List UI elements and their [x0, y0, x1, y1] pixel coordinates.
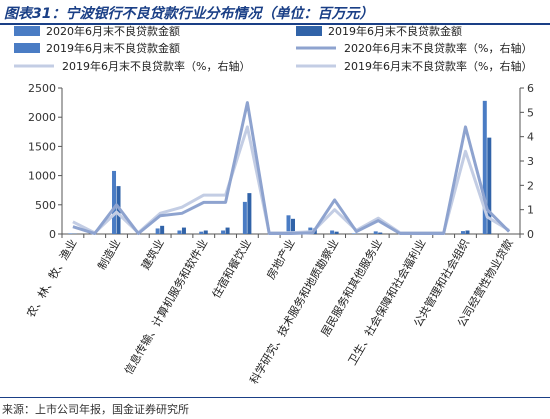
category-label: 科学研究、技术服务和地质勘察业	[247, 237, 342, 387]
bar	[330, 230, 335, 234]
axes: 0 500 1000 1500 2000 2500 0 1 2 3 4 5 6	[28, 82, 534, 241]
category-label: 建筑业	[138, 237, 167, 273]
right-tick-label: 6	[527, 82, 534, 95]
bar	[482, 100, 487, 235]
legend: 2020年6月末不良贷款金额 2019年6月末不良贷款金额 2019年6月末不良贷款…	[14, 24, 532, 73]
right-tick-label: 5	[527, 106, 534, 119]
left-tick-label: 2500	[28, 82, 56, 95]
right-tick-label: 4	[527, 131, 534, 144]
bar	[221, 230, 226, 234]
bar	[160, 225, 165, 234]
bar	[155, 228, 160, 234]
lines	[72, 101, 511, 236]
series-line	[72, 125, 510, 235]
bar	[181, 227, 186, 234]
bar	[286, 215, 291, 234]
title-underline	[0, 23, 550, 25]
right-tick-label: 0	[527, 228, 534, 241]
bar	[116, 186, 121, 234]
legend-label: 2020年6月末不良贷款率（%，右轴）	[344, 41, 532, 55]
bar	[460, 231, 465, 234]
bar	[334, 231, 339, 234]
legend-swatch	[14, 26, 40, 36]
legend-swatch	[14, 43, 40, 53]
bar	[177, 230, 182, 234]
right-tick-label: 2	[527, 179, 534, 192]
bar	[351, 233, 356, 234]
left-tick-label: 1000	[28, 170, 56, 183]
bar	[112, 170, 117, 234]
category-label: 信息传输、计算机服务和软件业	[121, 237, 210, 377]
source-note: 来源：上市公司年报，国金证券研究所	[2, 403, 189, 416]
left-tick-label: 0	[49, 228, 56, 241]
category-label: 农、林、牧、渔业	[23, 237, 79, 320]
left-tick-label: 2000	[28, 111, 56, 124]
chart: 2020年6月末不良贷款金额 2019年6月末不良贷款金额 2019年6月末不良贷款…	[14, 24, 534, 387]
bar	[225, 227, 230, 234]
bar	[247, 193, 252, 234]
bar	[199, 231, 204, 234]
legend-label: 2019年6月末不良贷款金额	[46, 41, 180, 55]
category-label: 卫生、社会保障和社会福利业	[345, 237, 429, 368]
legend-label: 2020年6月末不良贷款金额	[46, 24, 180, 38]
category-label: 房地产业	[263, 237, 297, 282]
bar	[291, 218, 295, 234]
legend-label: 2019年6月末不良贷款率（%，右轴）	[344, 59, 532, 73]
bars	[68, 100, 492, 235]
bar	[487, 137, 492, 234]
source-divider	[0, 397, 550, 398]
right-tick-label: 3	[527, 155, 534, 168]
left-tick-label: 500	[35, 199, 56, 212]
legend-label: 2019年6月末不良贷款率（%，右轴）	[62, 59, 250, 73]
chart-title: 图表31：宁波银行不良贷款行业分布情况（单位：百万元）	[4, 6, 374, 22]
bar	[373, 231, 378, 234]
bar	[465, 230, 470, 234]
legend-swatch	[296, 26, 322, 36]
bar	[378, 232, 383, 234]
right-tick-label: 1	[527, 204, 534, 217]
bar	[68, 233, 73, 234]
category-label: 住宿和餐饮业	[209, 237, 254, 301]
bar	[203, 230, 208, 234]
left-tick-label: 1500	[28, 140, 56, 153]
legend-label: 2019年6月末不良贷款金额	[328, 24, 462, 38]
category-label: 制造业	[94, 237, 123, 273]
series-line	[72, 101, 511, 236]
bar	[242, 201, 247, 234]
